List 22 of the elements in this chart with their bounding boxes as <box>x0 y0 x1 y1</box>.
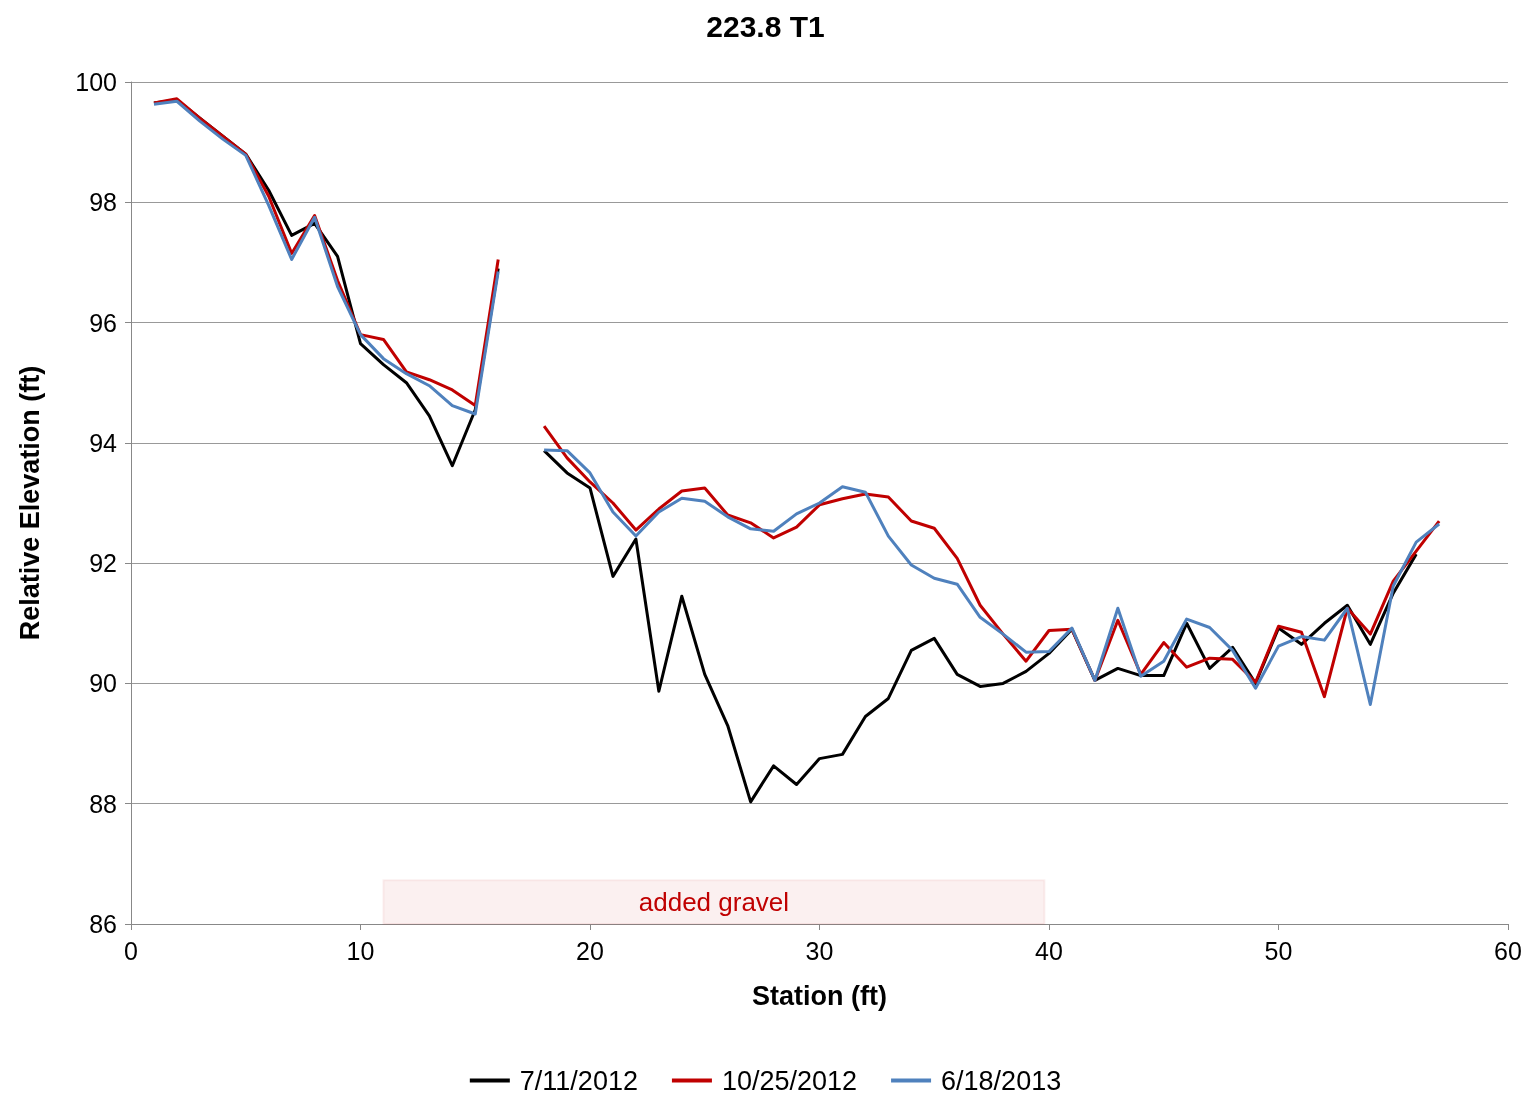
x-tick-label: 0 <box>124 936 138 965</box>
x-axis-title: Station (ft) <box>752 980 887 1011</box>
y-tick-label: 98 <box>89 188 117 217</box>
y-tick-label: 86 <box>89 910 117 938</box>
y-tick-label: 92 <box>89 549 117 578</box>
y-axis-title: Relative Elevation (ft) <box>14 365 45 641</box>
x-tick-label: 10 <box>346 936 375 965</box>
x-tick-label: 30 <box>805 936 834 965</box>
x-tick-label: 50 <box>1264 936 1293 965</box>
chart-title: 223.8 T1 <box>706 9 825 43</box>
y-tick-label: 100 <box>75 68 117 96</box>
x-tick-label: 40 <box>1035 936 1063 965</box>
legend-label: 7/11/2012 <box>519 1065 638 1096</box>
y-tick-label: 94 <box>89 428 118 457</box>
x-tick-label: 60 <box>1494 936 1522 965</box>
legend-label: 6/18/2013 <box>941 1065 1062 1096</box>
y-tick-label: 88 <box>89 789 117 818</box>
y-tick-label: 90 <box>89 669 117 698</box>
band-label: added gravel <box>638 887 790 918</box>
legend-label: 10/25/2012 <box>721 1065 858 1096</box>
y-tick-label: 96 <box>89 308 117 337</box>
x-tick-label: 20 <box>576 936 604 965</box>
